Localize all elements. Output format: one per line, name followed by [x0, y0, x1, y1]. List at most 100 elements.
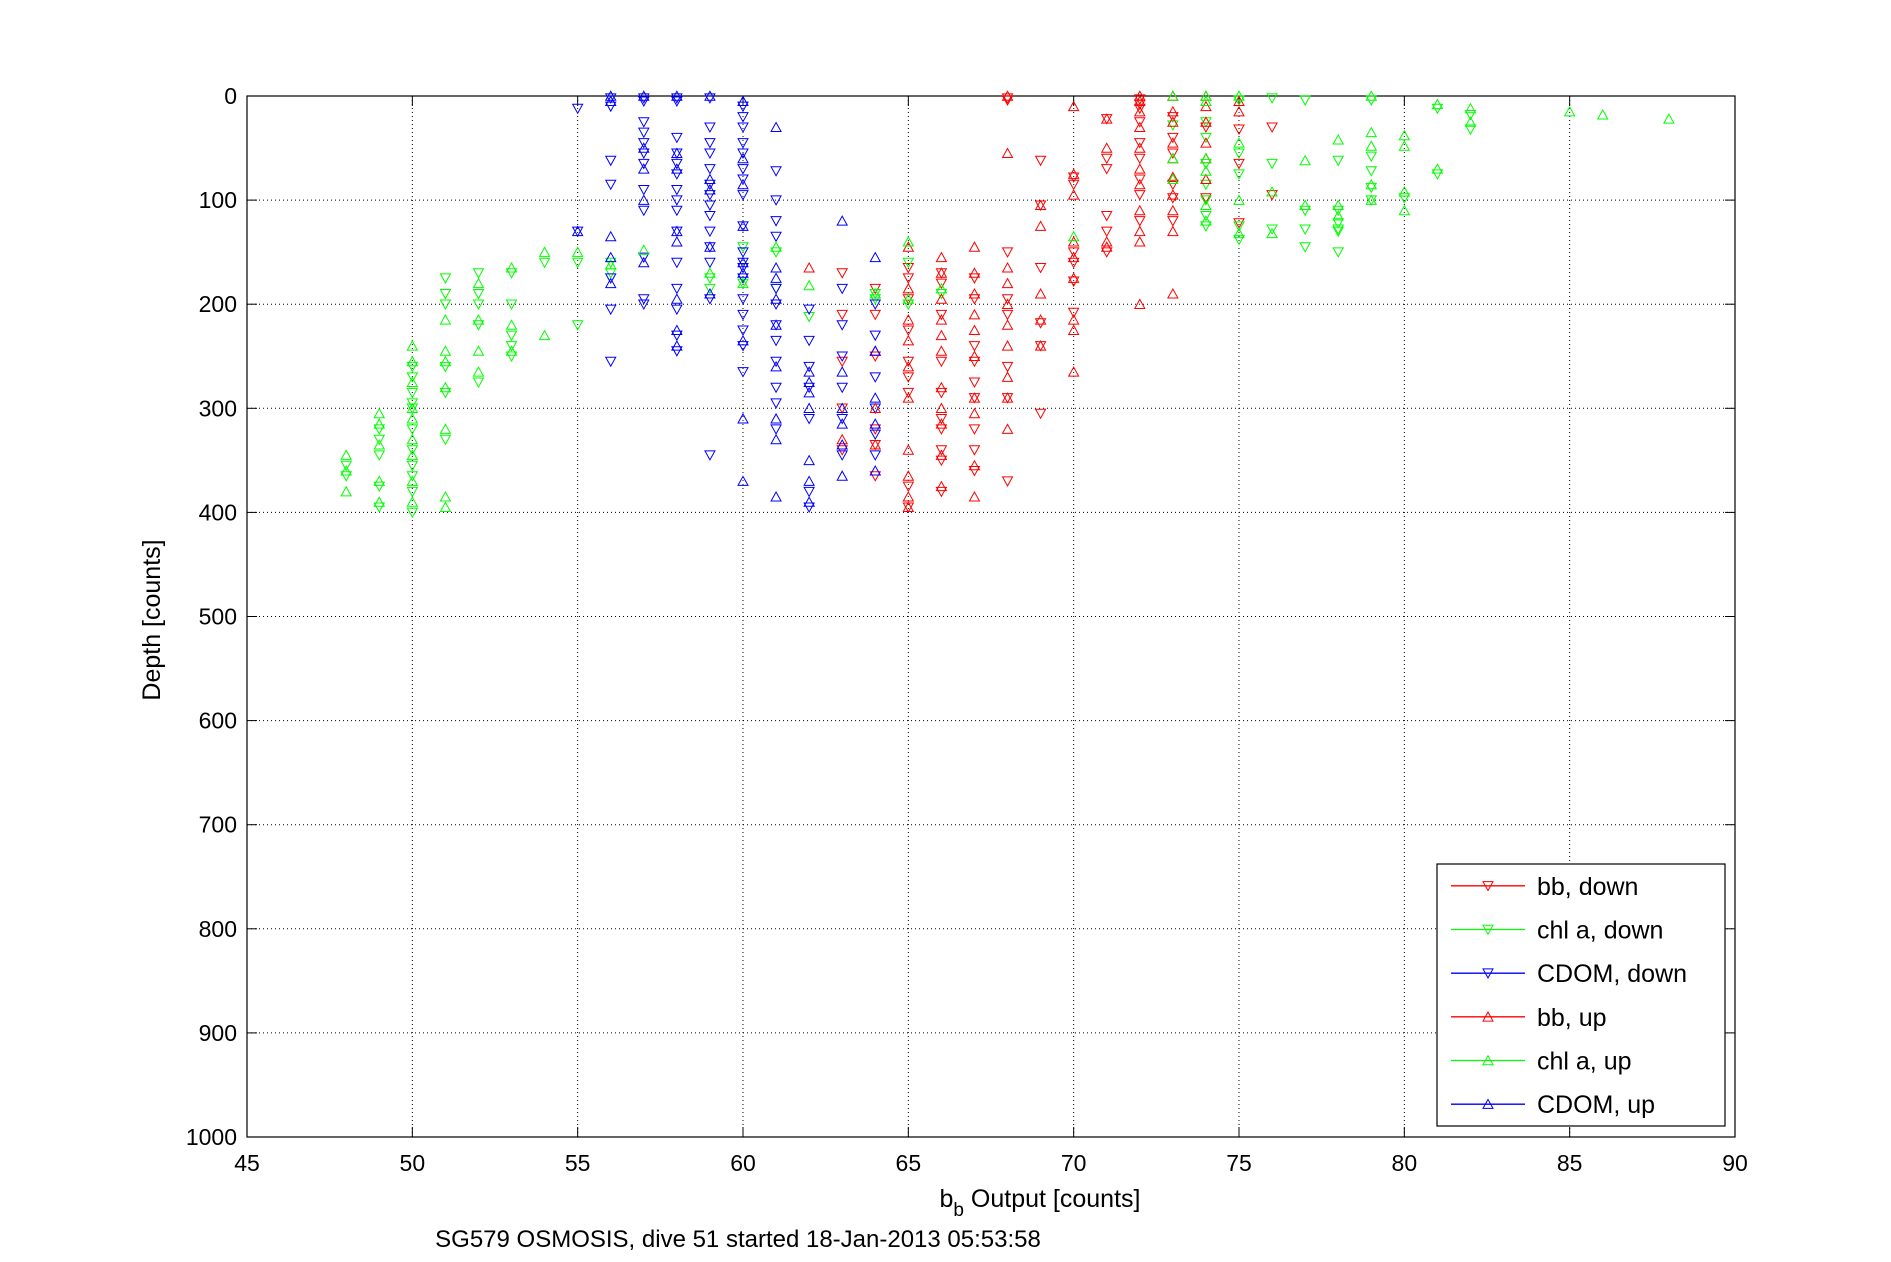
- data-point: [1431, 169, 1444, 180]
- data-point: [1233, 95, 1245, 106]
- data-point: [968, 356, 981, 368]
- data-point: [604, 101, 617, 113]
- data-point: [472, 289, 485, 300]
- data-point: [1067, 314, 1080, 325]
- x-tick-label: 50: [400, 1150, 426, 1176]
- data-point: [1332, 133, 1345, 145]
- data-point: [1133, 103, 1146, 115]
- data-point: [1034, 263, 1047, 274]
- data-point: [836, 470, 849, 481]
- data-point: [935, 278, 948, 290]
- x-tick-label: 85: [1557, 1150, 1583, 1176]
- data-point: [604, 258, 617, 270]
- data-point: [1266, 158, 1278, 170]
- data-point: [803, 402, 815, 414]
- data-point: [439, 361, 452, 373]
- data-point: [704, 294, 716, 305]
- y-tick-label: 200: [199, 291, 237, 317]
- data-point: [406, 398, 419, 409]
- data-point: [505, 341, 518, 352]
- data-point: [1001, 371, 1014, 382]
- data-point: [1001, 392, 1014, 403]
- data-point: [637, 142, 650, 153]
- data-point: [737, 178, 749, 190]
- data-point: [1332, 209, 1345, 221]
- data-point: [671, 163, 683, 174]
- data-point: [1067, 272, 1080, 283]
- data-point: [1464, 116, 1477, 127]
- data-point: [803, 361, 815, 373]
- data-point: [1067, 366, 1080, 377]
- data-point: [1133, 95, 1146, 106]
- data-point: [935, 402, 948, 414]
- data-point: [406, 475, 419, 486]
- data-point: [704, 200, 716, 212]
- data-point: [1034, 220, 1047, 231]
- data-point: [1233, 137, 1245, 148]
- data-point: [1398, 185, 1411, 197]
- data-point: [1001, 261, 1014, 273]
- y-tick-label: 300: [199, 395, 237, 421]
- data-point: [704, 148, 716, 160]
- data-point: [737, 190, 749, 201]
- data-point: [737, 101, 749, 113]
- data-point: [472, 366, 485, 377]
- data-point: [770, 283, 782, 295]
- data-point: [1034, 408, 1047, 420]
- data-point: [869, 283, 882, 295]
- data-point: [1663, 113, 1675, 124]
- data-point: [1034, 314, 1047, 325]
- data-point: [1167, 288, 1179, 299]
- data-point: [373, 424, 386, 435]
- data-point: [935, 455, 948, 467]
- data-point: [1200, 215, 1212, 226]
- data-point: [637, 256, 650, 268]
- data-point: [1365, 151, 1378, 163]
- data-point: [671, 148, 683, 160]
- data-point: [373, 496, 386, 507]
- data-point: [406, 412, 419, 424]
- data-point: [1266, 93, 1278, 104]
- data-point: [803, 376, 815, 388]
- data-point: [902, 263, 915, 274]
- data-point: [1200, 195, 1212, 206]
- data-point: [1266, 190, 1278, 201]
- y-tick-label: 1000: [186, 1124, 237, 1150]
- data-point: [1332, 199, 1345, 211]
- data-point: [538, 329, 551, 341]
- data-point: [770, 398, 782, 409]
- data-point: [935, 251, 948, 263]
- data-point: [472, 320, 485, 331]
- data-point: [1365, 178, 1378, 190]
- data-point: [1398, 193, 1411, 204]
- data-point: [1266, 224, 1278, 236]
- data-point: [836, 215, 849, 226]
- data-point: [704, 241, 716, 252]
- data-point: [1001, 393, 1014, 404]
- data-point: [373, 418, 386, 429]
- data-point: [737, 95, 749, 106]
- data-point: [902, 235, 915, 247]
- data-point: [1332, 224, 1345, 236]
- data-point: [1167, 216, 1179, 227]
- data-point: [1299, 242, 1311, 253]
- data-point: [439, 289, 452, 300]
- data-point: [406, 449, 419, 460]
- data-point: [671, 324, 683, 335]
- data-point: [1067, 324, 1080, 335]
- data-point: [1133, 298, 1146, 309]
- data-point: [571, 246, 584, 257]
- data-point: [604, 257, 617, 269]
- data-point: [770, 195, 782, 206]
- footer-caption: SG579 OSMOSIS, dive 51 started 18-Jan-20…: [435, 1226, 1041, 1253]
- data-point: [968, 241, 981, 252]
- data-point: [704, 138, 716, 149]
- data-point: [1167, 148, 1179, 160]
- data-point: [1133, 121, 1146, 132]
- data-point: [1233, 124, 1245, 136]
- data-point: [1365, 182, 1378, 194]
- x-tick-label: 75: [1226, 1150, 1252, 1176]
- data-point: [836, 438, 849, 450]
- data-point: [604, 95, 617, 106]
- data-point: [968, 341, 981, 352]
